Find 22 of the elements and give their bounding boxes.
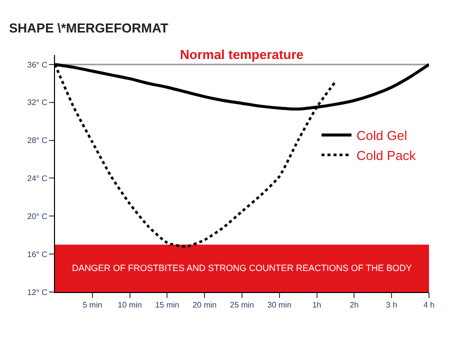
y-tick-label: 16° C xyxy=(27,250,48,259)
y-tick-label: 24° C xyxy=(27,174,48,184)
x-tick-label: 30 min xyxy=(267,300,292,310)
legend-label: Cold Pack xyxy=(356,148,416,163)
x-tick-label: 20 min xyxy=(192,300,217,310)
y-tick-label: 32° C xyxy=(27,98,48,108)
x-tick-label: 5 min xyxy=(82,300,102,310)
band-label: DANGER OF FROSTBITES AND STRONG COUNTER REACTIONS OF THE BODY xyxy=(72,263,412,273)
y-tick-label: 12° C xyxy=(27,288,48,297)
y-tick-label: 20° C xyxy=(27,212,48,221)
x-tick-label: 25 min xyxy=(230,300,254,310)
ref-line-label: Normal temperature xyxy=(180,47,304,62)
legend-label: Cold Gel xyxy=(356,128,408,144)
x-tick-label: 1h xyxy=(312,300,322,310)
x-tick-label: 10 min xyxy=(118,300,142,310)
y-tick-label: 36° C xyxy=(27,60,48,70)
chart-title: SHAPE \*MERGEFORMAT xyxy=(8,20,168,36)
y-tick-label: 28° C xyxy=(27,136,48,146)
x-tick-label: 2h xyxy=(350,300,359,310)
x-tick-label: 3 h xyxy=(386,300,398,310)
x-tick-label: 4 h xyxy=(423,300,435,310)
x-tick-label: 15 min xyxy=(155,300,180,310)
